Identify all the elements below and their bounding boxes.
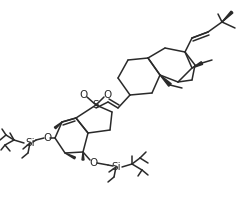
- Text: O: O: [89, 158, 97, 168]
- Polygon shape: [222, 11, 233, 22]
- Polygon shape: [82, 152, 84, 160]
- Polygon shape: [54, 122, 62, 129]
- Polygon shape: [65, 153, 76, 159]
- Text: O: O: [103, 90, 111, 100]
- Polygon shape: [160, 75, 171, 86]
- Text: Si: Si: [111, 162, 121, 172]
- Text: S: S: [93, 100, 99, 110]
- Text: Si: Si: [25, 138, 35, 148]
- Text: O: O: [43, 133, 51, 143]
- Polygon shape: [192, 62, 203, 68]
- Text: O: O: [80, 90, 88, 100]
